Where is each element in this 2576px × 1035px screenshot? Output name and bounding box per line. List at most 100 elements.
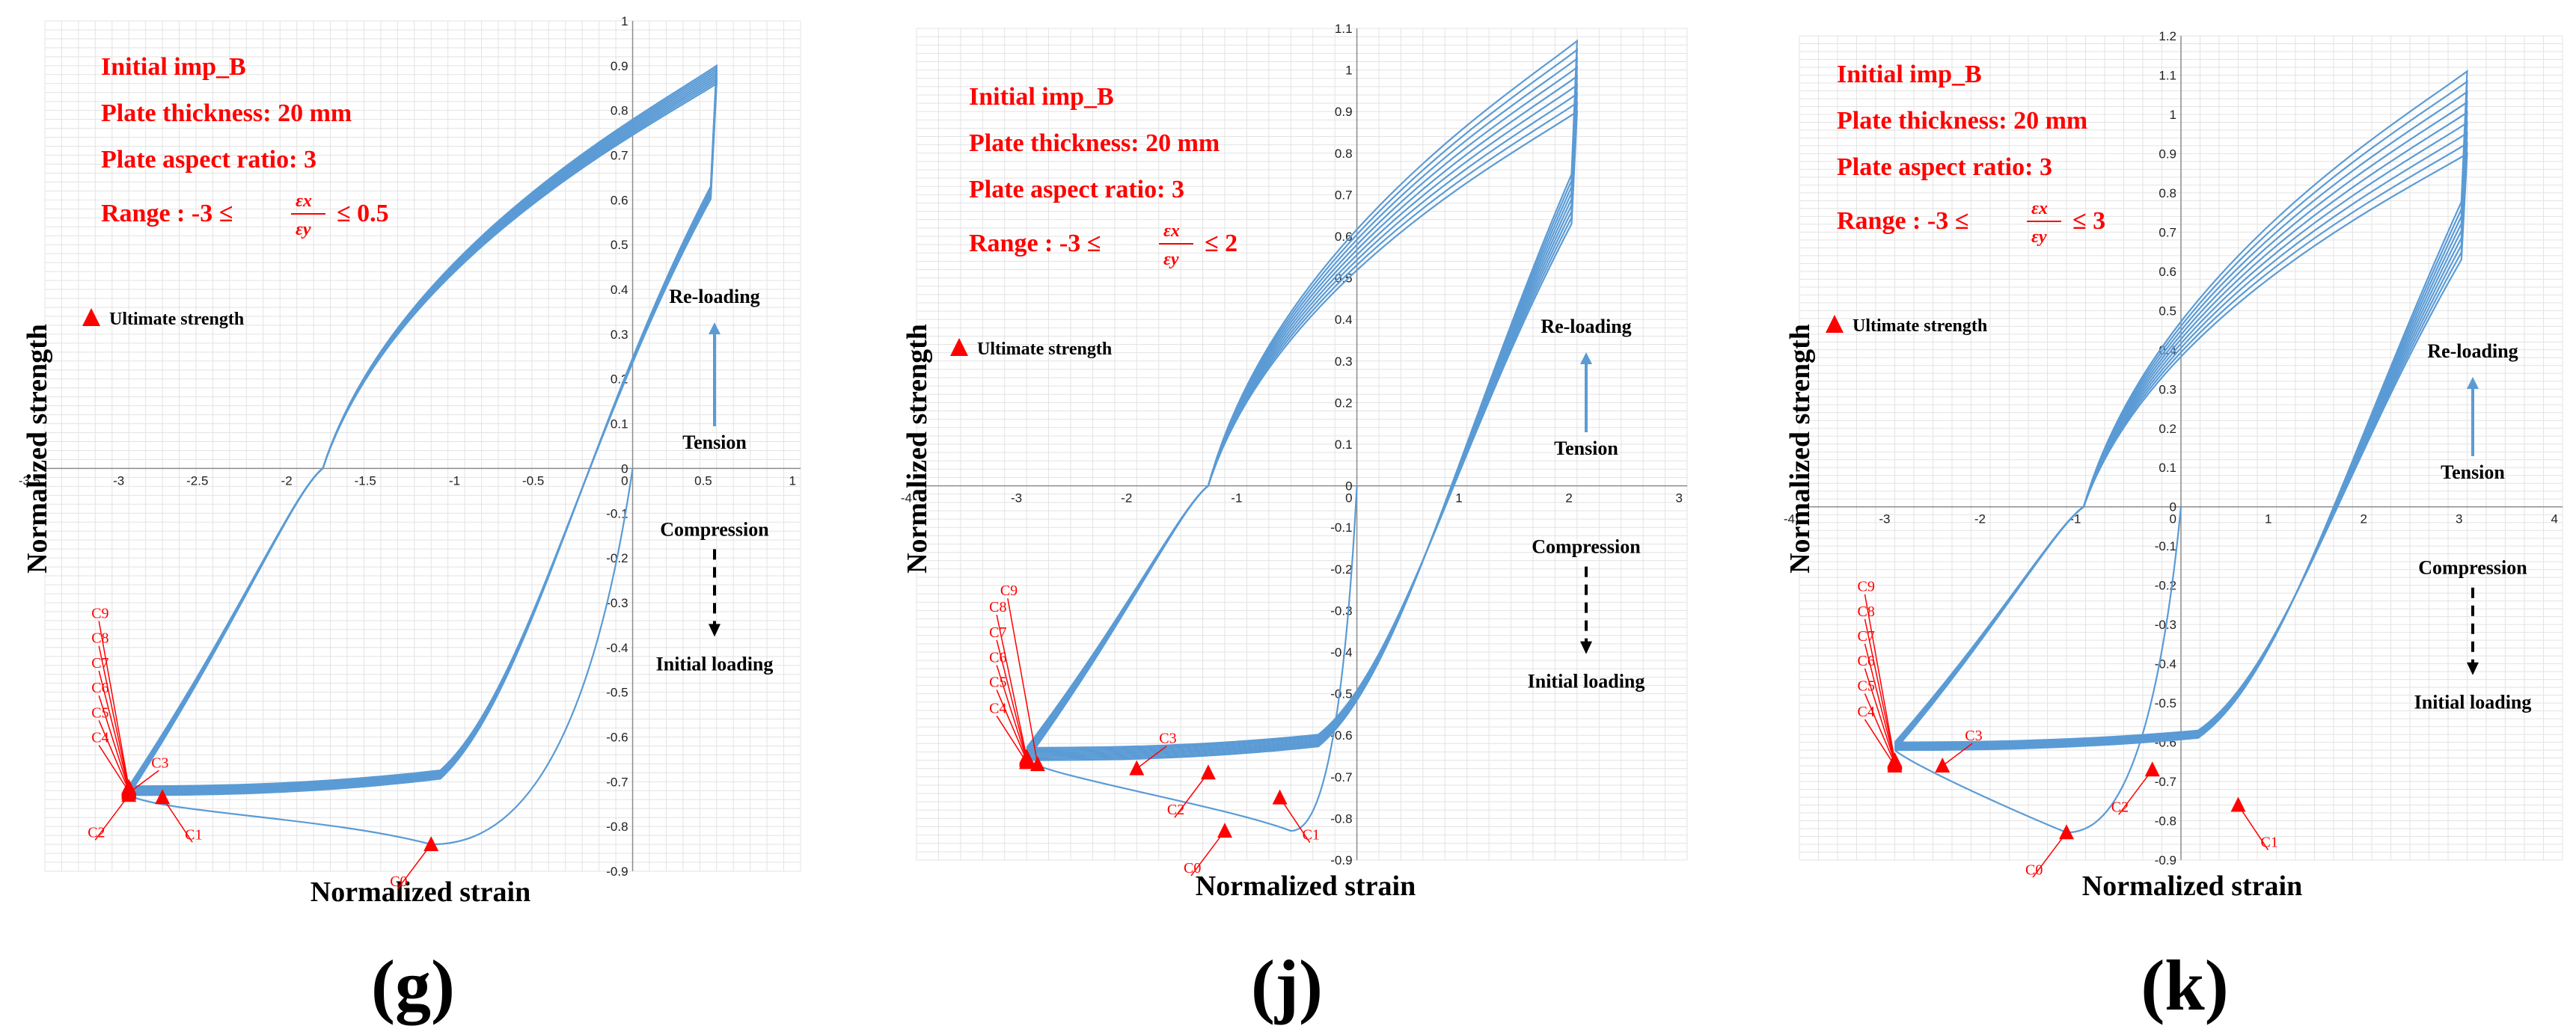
hysteresis-cycle-9 (128, 82, 718, 787)
range-numerator: εx (2031, 199, 2048, 218)
chart-legend: Ultimate strength (1826, 315, 1987, 336)
cycle-label-c7: C7 (1858, 628, 1875, 645)
ultimate-marker-c1 (2230, 796, 2246, 812)
cycle-label-c3: C3 (1965, 728, 1982, 744)
y-tick-label: 0.6 (611, 193, 628, 207)
y-axis-title: Normalized strength (1784, 324, 1816, 574)
hysteresis-cycle-6 (128, 75, 718, 790)
cycle-leader-line (1864, 643, 1896, 762)
x-tick-label: 1 (1455, 491, 1462, 506)
range-denominator: εy (296, 220, 311, 239)
y-tick-label: 0.6 (2159, 265, 2176, 279)
cycle-label-c0: C0 (2025, 862, 2043, 878)
cycle-label-c7: C7 (91, 655, 108, 672)
cycle-label-c1: C1 (185, 826, 202, 843)
cycle-label-c9: C9 (91, 605, 108, 621)
cycle-leader-line (1174, 772, 1209, 818)
initial-loading-arrowhead-icon (2467, 662, 2479, 675)
y-tick-label: 0.1 (611, 417, 628, 431)
cycle-label-c3: C3 (151, 755, 168, 771)
reloading-arrowhead-icon (2467, 377, 2479, 389)
hysteresis-cycle-9 (1026, 110, 1579, 749)
y-tick-label: -0.1 (606, 506, 628, 520)
cycle-leader-line (996, 614, 1027, 758)
info-line: Plate thickness: 20 mm (969, 129, 1220, 157)
ultimate-marker-c1 (155, 789, 171, 805)
initial-loading-label: Initial loading (1528, 671, 1645, 692)
cycle-leader-line (2118, 769, 2153, 815)
y-tick-label: 0.4 (1335, 313, 1353, 327)
range-denominator: εy (2031, 227, 2047, 247)
y-tick-label: 0.2 (2159, 422, 2176, 436)
y-tick-label: 0.8 (1335, 147, 1353, 161)
y-tick-label: 1 (2170, 108, 2176, 122)
x-axis-title: Normalized strain (310, 876, 530, 908)
cycle-leader-line (2237, 805, 2269, 850)
cycle-leader-line (98, 621, 129, 787)
x-tick-label: -2 (281, 473, 293, 488)
y-tick-label: 0.5 (611, 238, 628, 252)
cycle-leader-line (1279, 797, 1311, 844)
info-line: Plate aspect ratio: 3 (1837, 153, 2052, 181)
ultimate-marker-c0 (423, 836, 439, 852)
chart-panel-2: -4 -3 -2 -1 0 1 2 3 -0.9 -0.8 -0.7 -0.6 -0.5 -0.4 -0.3… (901, 22, 1688, 1025)
y-tick-label: -0.8 (1330, 811, 1352, 826)
ultimate-marker-c0 (2059, 824, 2074, 840)
legend-marker-icon (82, 308, 100, 326)
plot-gridlines (44, 20, 801, 872)
cycle-label-c1: C1 (1303, 827, 1320, 844)
range-prefix: Range : -3 ≤ (1837, 207, 1968, 235)
cycle-leader-line (1864, 719, 1896, 767)
x-tick-label: -1.5 (355, 473, 376, 488)
x-tick-label: 0.5 (694, 473, 712, 488)
y-tick-label: -0.3 (1330, 604, 1352, 618)
x-tick-label: 0 (621, 473, 628, 488)
legend-label: Ultimate strength (1853, 316, 1987, 336)
cycle-leader-line (1864, 618, 1896, 761)
tension-label: Tension (2441, 461, 2505, 483)
x-tick-label: -1 (449, 473, 460, 488)
y-tick-label: 0.1 (2159, 461, 2176, 475)
y-tick-label: -0.5 (1330, 687, 1352, 701)
y-tick-label: 0.3 (611, 328, 628, 342)
reloading-arrowhead-icon (709, 322, 721, 334)
y-tick-label: 0.4 (611, 283, 628, 297)
loading-direction-annotations: Re-loading Tension Compression Initial load… (2414, 340, 2532, 713)
y-axis-title: Normalized strength (22, 324, 53, 574)
plot-gridlines (916, 28, 1688, 861)
chart-info-block: Initial imp_B Plate thickness: 20 mm Plate… (1837, 61, 2105, 247)
ultimate-marker-c2 (2144, 761, 2160, 777)
y-tick-label: 0.5 (2159, 304, 2176, 318)
hysteresis-cycle-1 (128, 64, 718, 796)
y-tick-label: 0.7 (2159, 225, 2176, 239)
y-tick-label: 1.1 (2159, 68, 2176, 82)
x-tick-label: -4 (901, 491, 912, 506)
x-tick-label: 3 (1676, 491, 1683, 506)
cycle-leader-line (1942, 743, 1973, 767)
cycle-label-c3: C3 (1159, 731, 1176, 747)
cycle-leader-line (1190, 830, 1226, 876)
chart-legend: Ultimate strength (950, 338, 1112, 359)
cycle-label-c5: C5 (989, 675, 1006, 691)
y-tick-label: 0.7 (1335, 188, 1353, 202)
y-tick-label: -0.6 (1330, 728, 1352, 743)
cycle-leader-line (98, 670, 129, 790)
y-tick-label: -0.7 (606, 775, 628, 789)
cycle-leader-line (162, 796, 193, 843)
legend-marker-icon (1826, 315, 1844, 333)
cycle-label-c2: C2 (2111, 799, 2129, 815)
y-tick-label: -0.9 (1330, 853, 1352, 867)
y-tick-label: 0.8 (2159, 186, 2176, 200)
cycle-leader-line (1864, 693, 1896, 764)
x-tick-label: -2.5 (186, 473, 208, 488)
y-tick-label: 0 (1345, 479, 1352, 494)
compression-label: Compression (2418, 557, 2527, 579)
y-tick-label: 1.1 (1335, 22, 1353, 36)
x-tick-label: 4 (2551, 512, 2558, 526)
ultimate-marker-c3 (1935, 758, 1951, 773)
y-tick-label: 0.3 (1335, 354, 1353, 369)
y-tick-label: -0.9 (606, 864, 628, 879)
hysteresis-cycle-2 (128, 66, 718, 795)
